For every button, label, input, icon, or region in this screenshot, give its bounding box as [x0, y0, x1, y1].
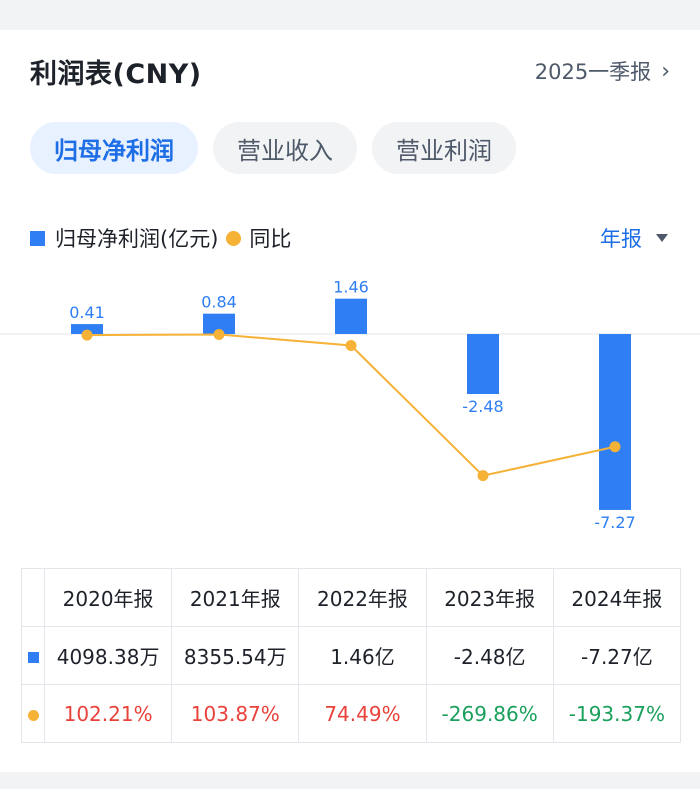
- bar-legend-swatch: [30, 230, 45, 246]
- table-row-yoy: 102.21% 103.87% 74.49% -269.86% -193.37%: [21, 684, 682, 743]
- yoy-line: [86, 333, 616, 477]
- metric-tabs: 归母净利润 营业收入 营业利润: [30, 122, 516, 174]
- table-cell: -193.37%: [552, 684, 682, 743]
- table-cell: 103.87%: [171, 684, 300, 743]
- period-type-dropdown[interactable]: 年报: [600, 223, 668, 253]
- line-legend-swatch: [226, 230, 242, 246]
- bar-data-label: 0.84: [201, 293, 237, 312]
- table-header-cell: 2020年报: [43, 568, 173, 627]
- caret-down-icon: [656, 234, 668, 242]
- table-cell: -7.27亿: [552, 626, 682, 685]
- bar-2024年报: [599, 334, 631, 510]
- line-legend-label: 同比: [249, 227, 292, 251]
- yoy-point-2020年报: [81, 329, 93, 341]
- yoy-point-2021年报: [213, 329, 225, 340]
- bar-data-label: -2.48: [462, 397, 503, 416]
- bar-series-marker: [27, 651, 39, 663]
- profit-chart: 0.41 0.84 1.46 -2.48 -7.27: [0, 278, 700, 532]
- table-header-row: 2020年报 2021年报 2022年报 2023年报 2024年报: [21, 568, 682, 627]
- table-cell: 8355.54万: [171, 626, 300, 685]
- table-header-cell: 2021年报: [171, 568, 300, 627]
- bar-2021年报: [203, 313, 235, 334]
- table-header-cell: 2023年报: [425, 568, 554, 627]
- table-header-cell: 2022年报: [298, 568, 427, 627]
- bar-data-label: 0.41: [69, 303, 105, 322]
- chart-legend: 归母净利润(亿元) 同比: [30, 223, 291, 253]
- table-header-cell: 2024年报: [552, 568, 682, 627]
- card-title: 利润表(CNY): [30, 59, 202, 90]
- table-cell: 4098.38万: [43, 626, 173, 685]
- bar-2022年报: [335, 298, 367, 334]
- bar-data-label: -7.27: [594, 513, 635, 532]
- data-table: 2020年报 2021年报 2022年报 2023年报 2024年报 4098.…: [21, 568, 682, 743]
- income-statement-card: 利润表(CNY) 2025一季报 › 归母净利润 营业收入 营业利润 归母净利润…: [0, 30, 700, 772]
- table-row-profit: 4098.38万 8355.54万 1.46亿 -2.48亿 -7.27亿: [21, 626, 682, 685]
- bar-2023年报: [467, 334, 499, 395]
- yoy-point-2022年报: [345, 340, 357, 352]
- tab-net-profit[interactable]: 归母净利润: [30, 122, 198, 174]
- table-cell: 102.21%: [43, 684, 173, 743]
- chevron-right-icon: ›: [661, 58, 670, 84]
- bar-legend-label: 归母净利润(亿元): [55, 227, 219, 251]
- period-label: 2025一季报: [534, 60, 652, 84]
- bar-data-label: 1.46: [333, 278, 369, 297]
- bar-2020年报: [71, 324, 103, 334]
- table-cell: -2.48亿: [425, 626, 554, 685]
- period-type-label: 年报: [600, 227, 642, 251]
- yoy-point-2023年报: [477, 470, 489, 482]
- tab-operating-profit[interactable]: 营业利润: [372, 122, 516, 174]
- period-selector[interactable]: 2025一季报 ›: [535, 56, 670, 86]
- line-series-marker: [27, 709, 39, 721]
- table-cell: -269.86%: [425, 684, 554, 743]
- yoy-point-2024年报: [609, 441, 621, 453]
- table-cell: 1.46亿: [298, 626, 427, 685]
- tab-revenue[interactable]: 营业收入: [213, 122, 357, 174]
- table-cell: 74.49%: [298, 684, 427, 743]
